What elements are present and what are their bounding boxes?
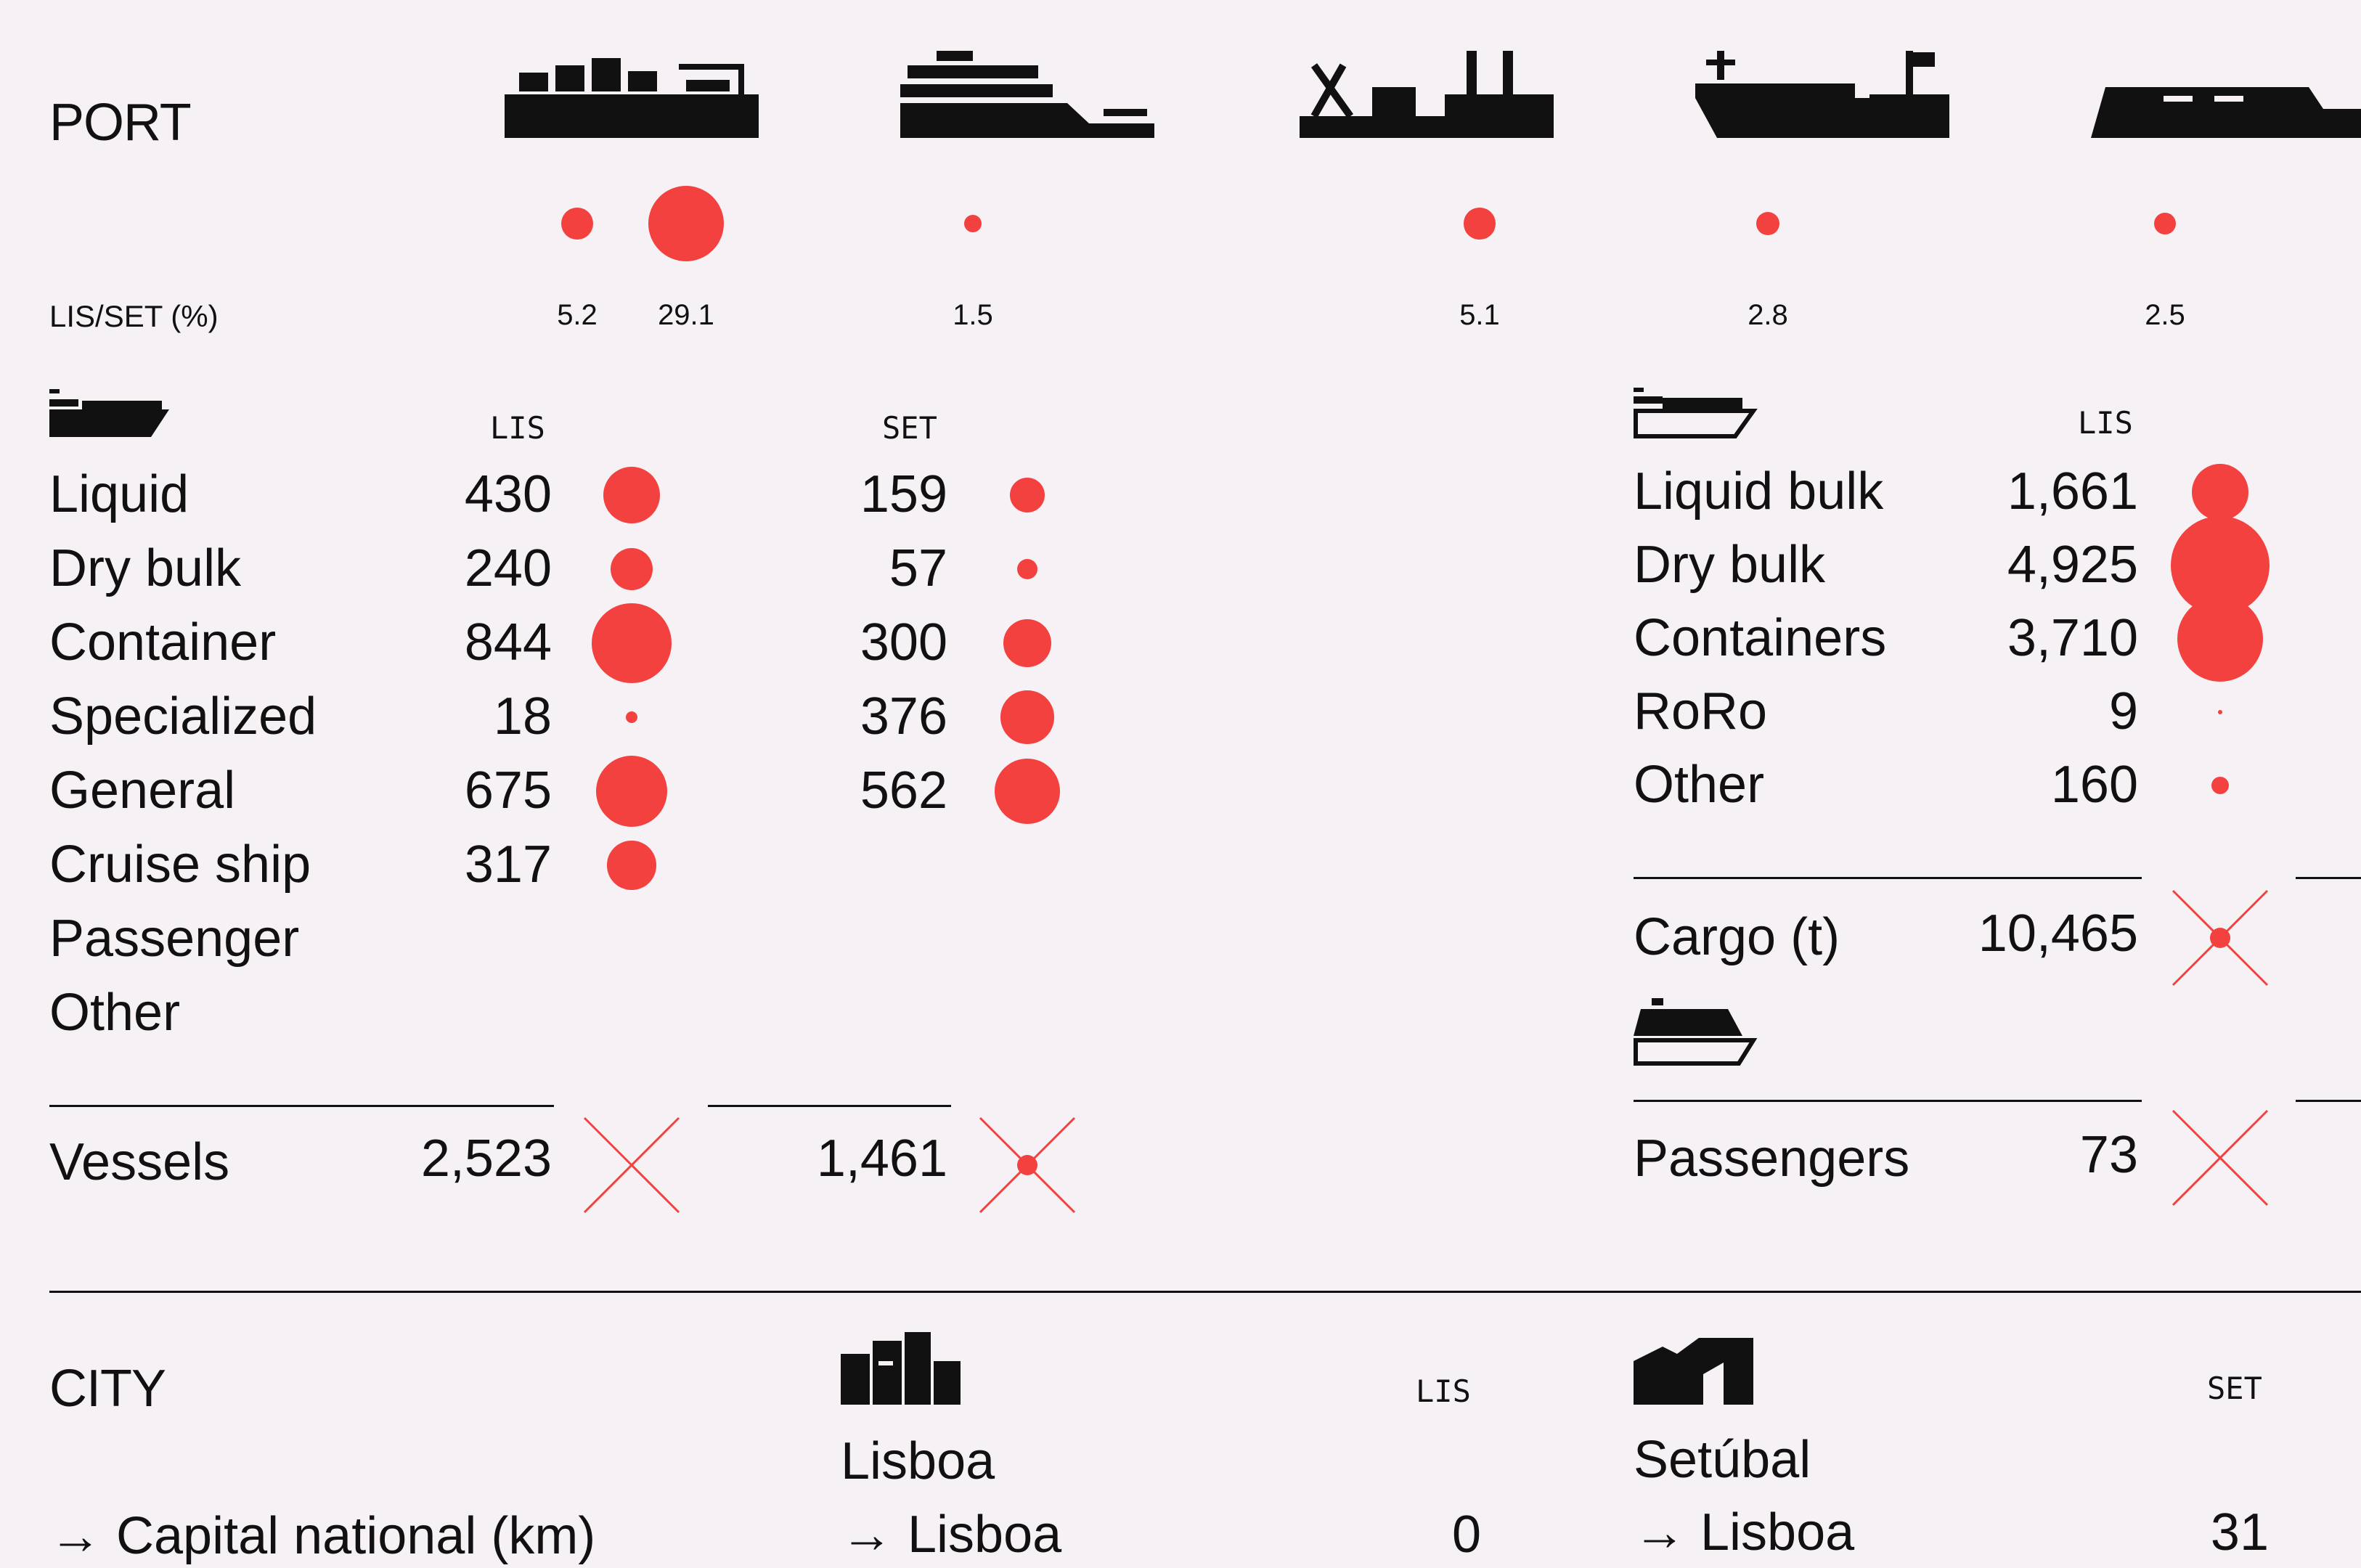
cargo-lis-dot bbox=[2177, 595, 2263, 682]
vessels-lis-header: LIS bbox=[490, 410, 545, 446]
vessels-total-lis: 2,523 bbox=[420, 1130, 552, 1188]
vessel-row-lis: 240 bbox=[464, 539, 552, 597]
cargo-row-label: Liquid bulk bbox=[1634, 462, 1884, 520]
lisboa-city-icon bbox=[841, 1332, 961, 1405]
section-divider bbox=[49, 1291, 2361, 1293]
cargo-lis-dot bbox=[2218, 710, 2222, 714]
setubal-dest: → Lisboa bbox=[1634, 1503, 1855, 1561]
cargo-row-lis: 1,661 bbox=[2007, 462, 2138, 520]
dry-bulk-ship-icon bbox=[1300, 51, 1554, 138]
cargo-lis-dot bbox=[2191, 463, 2249, 521]
vessels-total-set-cross bbox=[979, 1116, 1076, 1214]
ratio-value: 2.8 bbox=[1748, 299, 1788, 331]
passengers-cross bbox=[2172, 1109, 2269, 1206]
container-ship-icon bbox=[505, 58, 759, 138]
city-heading: CITY bbox=[49, 1360, 166, 1418]
cargo-ship-icon bbox=[49, 389, 169, 437]
ratio-dot bbox=[561, 208, 593, 240]
vessel-lis-dot bbox=[603, 466, 661, 524]
ratio-value: 2.5 bbox=[2145, 299, 2185, 331]
vessel-lis-dot bbox=[595, 755, 668, 828]
cargo-total-label: Cargo (t) bbox=[1634, 908, 1840, 966]
ratio-dot bbox=[1464, 208, 1496, 240]
vessels-total-rule bbox=[49, 1105, 554, 1107]
cargo-row-lis: 9 bbox=[2108, 682, 2138, 740]
vessel-set-dot bbox=[1016, 558, 1038, 580]
setubal-distance: 31 bbox=[2210, 1503, 2269, 1561]
vessel-row-set: 159 bbox=[860, 465, 947, 523]
ferry-icon bbox=[1634, 998, 1758, 1066]
vessel-row-set: 376 bbox=[860, 687, 947, 746]
vessels-total-rule bbox=[708, 1105, 951, 1107]
cargo-total-rule bbox=[1634, 877, 2142, 879]
setubal-name: Setúbal bbox=[1634, 1431, 1811, 1489]
cargo-row-lis: 160 bbox=[2050, 756, 2138, 814]
vessel-row-lis: 675 bbox=[464, 761, 552, 820]
vessel-row-label: Passenger bbox=[49, 910, 300, 968]
setubal-header: SET bbox=[2207, 1371, 2262, 1406]
vessel-row-lis: 430 bbox=[464, 465, 552, 523]
vessel-row-set: 562 bbox=[860, 761, 947, 820]
vessels-total-label: Vessels bbox=[49, 1133, 230, 1191]
vessel-row-label: Specialized bbox=[49, 687, 317, 746]
cargo-row-label: Dry bulk bbox=[1634, 536, 1826, 594]
vessel-row-label: Liquid bbox=[49, 465, 189, 523]
lisboa-dest: → Lisboa bbox=[841, 1506, 1062, 1564]
ratio-value: 29.1 bbox=[658, 299, 714, 331]
vessel-lis-dot bbox=[592, 603, 672, 683]
port-heading: PORT bbox=[49, 94, 192, 152]
ratio-value: 5.1 bbox=[1459, 299, 1500, 331]
cargo-lis-header: LIS bbox=[2078, 405, 2133, 441]
cargo-total-cross bbox=[2172, 889, 2269, 987]
ratio-value: 1.5 bbox=[953, 299, 993, 331]
vessel-row-label: Container bbox=[49, 613, 277, 671]
ratio-dot bbox=[964, 215, 982, 232]
vessel-row-lis: 18 bbox=[493, 687, 552, 746]
vessel-row-set: 300 bbox=[860, 613, 947, 671]
capital-distance-label: → Capital national (km) bbox=[49, 1507, 596, 1565]
ratio-dot bbox=[2153, 212, 2177, 235]
ratio-dot bbox=[648, 186, 724, 261]
vessel-set-dot bbox=[1003, 619, 1051, 667]
passengers-rule bbox=[1634, 1100, 2142, 1102]
vessel-set-dot bbox=[995, 759, 1060, 824]
vessel-set-dot bbox=[1000, 690, 1054, 744]
cruise-ship-icon bbox=[900, 51, 1154, 138]
cargo-row-label: Other bbox=[1634, 756, 1765, 814]
setubal-city-icon bbox=[1634, 1338, 1753, 1405]
cargo-row-lis: 4,925 bbox=[2007, 536, 2138, 594]
lisboa-header: LIS bbox=[1416, 1373, 1471, 1409]
vessel-row-lis: 844 bbox=[464, 613, 552, 671]
cargo-row-label: RoRo bbox=[1634, 682, 1768, 740]
tanker-ship-icon bbox=[1695, 51, 1949, 138]
ratio-dot bbox=[1756, 211, 1780, 236]
passengers-lis: 73 bbox=[2079, 1126, 2138, 1184]
ratio-value: 5.2 bbox=[557, 299, 598, 331]
vessel-lis-dot bbox=[625, 711, 638, 724]
vessel-set-dot bbox=[1010, 478, 1045, 513]
vessel-row-label: Dry bulk bbox=[49, 539, 242, 597]
vessel-row-label: General bbox=[49, 761, 236, 820]
vessel-row-set: 57 bbox=[889, 539, 947, 597]
vessels-total-lis-cross bbox=[583, 1116, 680, 1214]
cargo-lis-dot bbox=[2211, 776, 2230, 795]
ratio-label: LIS/SET (%) bbox=[49, 299, 219, 333]
lisboa-distance: 0 bbox=[1451, 1506, 1481, 1564]
cargo-total-rule-next bbox=[2296, 877, 2361, 879]
passengers-label: Passengers bbox=[1634, 1130, 1910, 1188]
vessels-total-set: 1,461 bbox=[816, 1130, 947, 1188]
roro-ship-icon bbox=[2091, 87, 2361, 138]
cargo-row-lis: 3,710 bbox=[2007, 609, 2138, 667]
cargo-total-lis: 10,465 bbox=[1978, 905, 2138, 963]
passengers-rule-next bbox=[2296, 1100, 2361, 1102]
cargo-row-label: Containers bbox=[1634, 609, 1887, 667]
lisboa-name: Lisboa bbox=[841, 1432, 995, 1490]
vessel-lis-dot bbox=[607, 841, 656, 890]
cargo-ship-outline-icon bbox=[1634, 388, 1758, 438]
vessel-row-label: Other bbox=[49, 984, 181, 1042]
vessel-lis-dot bbox=[610, 547, 653, 591]
vessels-set-header: SET bbox=[882, 410, 937, 446]
vessel-row-lis: 317 bbox=[464, 836, 552, 894]
vessel-row-label: Cruise ship bbox=[49, 836, 311, 894]
